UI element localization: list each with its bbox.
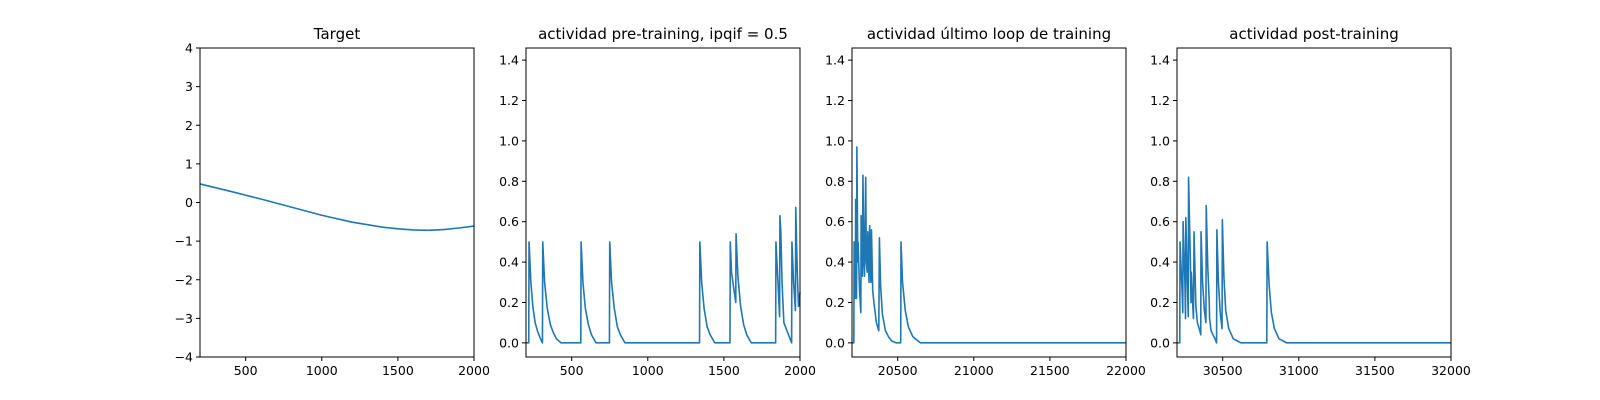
y-tick-label: 0.0 (825, 335, 845, 350)
y-tick-label: 0.6 (499, 214, 519, 229)
y-tick-label: 1.2 (499, 93, 519, 108)
y-tick-label: 0.4 (1150, 255, 1170, 270)
x-tick-label: 21500 (1030, 363, 1070, 378)
y-tick-label: 0.4 (499, 255, 519, 270)
subplot-title: actividad pre-training, ipqif = 0.5 (538, 25, 788, 43)
subplot-title: actividad último loop de training (867, 25, 1111, 43)
plot-frame (199, 47, 475, 358)
y-tick-label: 0.8 (825, 174, 845, 189)
series-line (1177, 176, 1451, 344)
subplot-4: actividad post-training 30500 31000 31500 32… (1150, 25, 1471, 378)
y-tick-label: 0.6 (825, 214, 845, 229)
y-tick-label: −1 (175, 234, 193, 249)
y-tick-label: 1.0 (499, 133, 519, 148)
y-tick-label: 0.0 (1150, 335, 1170, 350)
x-tick-label: 2000 (458, 363, 490, 378)
y-tick-label: 0.0 (499, 335, 519, 350)
subplot-title: actividad post-training (1229, 25, 1398, 43)
y-tick-label: 1 (185, 156, 193, 171)
y-tick-label: 1.0 (1150, 133, 1170, 148)
x-tick-label: 31500 (1355, 363, 1395, 378)
x-tick-label: 1500 (708, 363, 740, 378)
series-line (852, 146, 1126, 344)
y-tick-label: 0.2 (499, 295, 519, 310)
y-tick-label: 1.2 (1150, 93, 1170, 108)
y-tick-label: 1.4 (825, 53, 845, 68)
x-tick-label: 2000 (784, 363, 816, 378)
x-tick-label: 30500 (1203, 363, 1243, 378)
y-tick-label: 3 (185, 79, 193, 94)
y-tick-label: 0.8 (1150, 174, 1170, 189)
plot-frame (851, 47, 1127, 358)
x-tick-label: 1500 (382, 363, 414, 378)
x-tick-label: 20500 (878, 363, 918, 378)
y-tick-label: 1.0 (825, 133, 845, 148)
y-tick-label: 0 (185, 195, 193, 210)
y-tick-label: 0.8 (499, 174, 519, 189)
x-tick-label: 500 (234, 363, 258, 378)
y-tick-label: 0.2 (825, 295, 845, 310)
y-tick-label: 2 (185, 118, 193, 133)
x-tick-label: 21000 (954, 363, 994, 378)
y-tick-label: −4 (175, 350, 193, 365)
y-tick-label: 0.2 (1150, 295, 1170, 310)
x-tick-label: 500 (560, 363, 584, 378)
y-tick-label: 0.6 (1150, 214, 1170, 229)
y-tick-label: 0.4 (825, 255, 845, 270)
y-tick-label: 1.4 (499, 53, 519, 68)
plot-frame (1176, 47, 1452, 358)
subplot-1: Target 500 1000 1500 2000 −4 −3 −2 −1 0 1 2 3 4 (175, 25, 490, 378)
subplot-title: Target (313, 25, 361, 43)
y-tick-label: 1.4 (1150, 53, 1170, 68)
plot-frame (525, 47, 801, 358)
y-tick-label: 1.2 (825, 93, 845, 108)
y-tick-label: −3 (175, 311, 193, 326)
subplot-2: actividad pre-training, ipqif = 0.5 500 10… (499, 25, 816, 378)
series-line (199, 183, 475, 232)
y-tick-label: −2 (175, 272, 193, 287)
x-tick-label: 1000 (632, 363, 664, 378)
x-tick-label: 1000 (306, 363, 338, 378)
x-tick-label: 31000 (1279, 363, 1319, 378)
y-tick-label: 4 (185, 41, 193, 56)
x-tick-label: 32000 (1431, 363, 1471, 378)
x-tick-label: 22000 (1106, 363, 1146, 378)
subplot-3: actividad último loop de training 20500 21… (825, 25, 1146, 378)
series-line (526, 206, 801, 344)
